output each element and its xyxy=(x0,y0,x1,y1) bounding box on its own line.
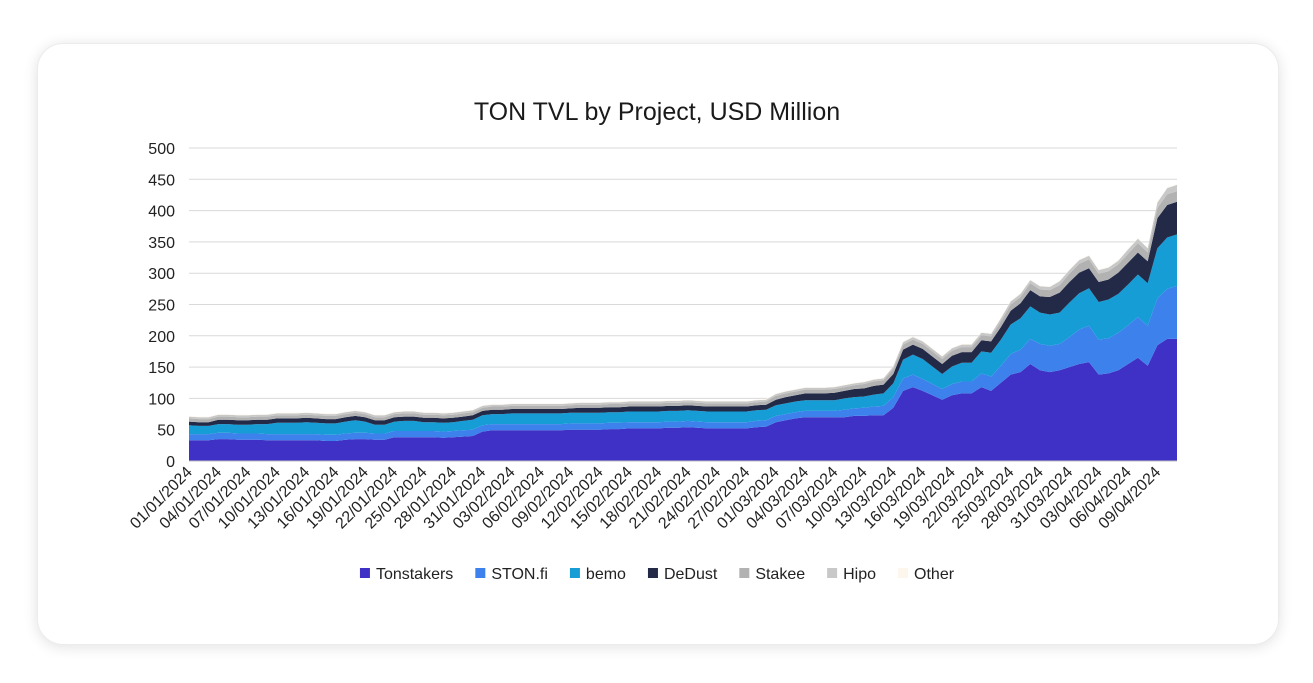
y-axis-ticks: 0 50 100 150 200 250 300 350 400 450 500 xyxy=(148,141,175,471)
y-tick-label: 200 xyxy=(148,329,175,346)
x-axis-ticks: 01/01/202404/01/202407/01/202410/01/2024… xyxy=(127,464,1164,533)
y-tick-label: 0 xyxy=(166,454,175,471)
legend-item-bemo: bemo xyxy=(569,566,626,583)
legend-item-hipo: Hipo xyxy=(827,566,876,583)
legend-swatch xyxy=(569,568,580,578)
legend-label: Stakee xyxy=(755,566,805,583)
legend-swatch xyxy=(359,568,370,578)
legend-swatch xyxy=(739,568,750,578)
area-tonstakers xyxy=(189,338,1177,461)
legend-label: Tonstakers xyxy=(376,566,453,583)
legend-label: Other xyxy=(914,566,955,583)
legend-item-stakee: Stakee xyxy=(739,566,805,583)
legend-swatch xyxy=(898,568,909,578)
legend-item-other: Other xyxy=(898,566,955,583)
legend: Tonstakers STON.fi bemo DeDust Stakee Hipo Oth… xyxy=(359,566,955,583)
legend-item-dedust: DeDust xyxy=(647,566,718,583)
chart-title: TON TVL by Project, USD Million xyxy=(474,98,840,126)
legend-swatch xyxy=(647,568,658,578)
y-tick-label: 500 xyxy=(148,141,175,158)
legend-label: STON.fi xyxy=(491,566,548,583)
y-tick-label: 100 xyxy=(148,391,175,408)
legend-swatch xyxy=(827,568,838,578)
legend-label: Hipo xyxy=(843,566,876,583)
legend-label: bemo xyxy=(586,566,626,583)
y-tick-label: 450 xyxy=(148,172,175,189)
legend-swatch xyxy=(475,568,486,578)
y-tick-label: 250 xyxy=(148,298,175,315)
y-tick-label: 50 xyxy=(157,423,175,440)
y-tick-label: 400 xyxy=(148,204,175,221)
stacked-areas xyxy=(189,184,1177,461)
y-tick-label: 150 xyxy=(148,360,175,377)
legend-item-ston-fi: STON.fi xyxy=(475,566,548,583)
y-tick-label: 300 xyxy=(148,266,175,283)
legend-label: DeDust xyxy=(664,566,718,583)
legend-item-tonstakers: Tonstakers xyxy=(359,566,453,583)
y-tick-label: 350 xyxy=(148,235,175,252)
